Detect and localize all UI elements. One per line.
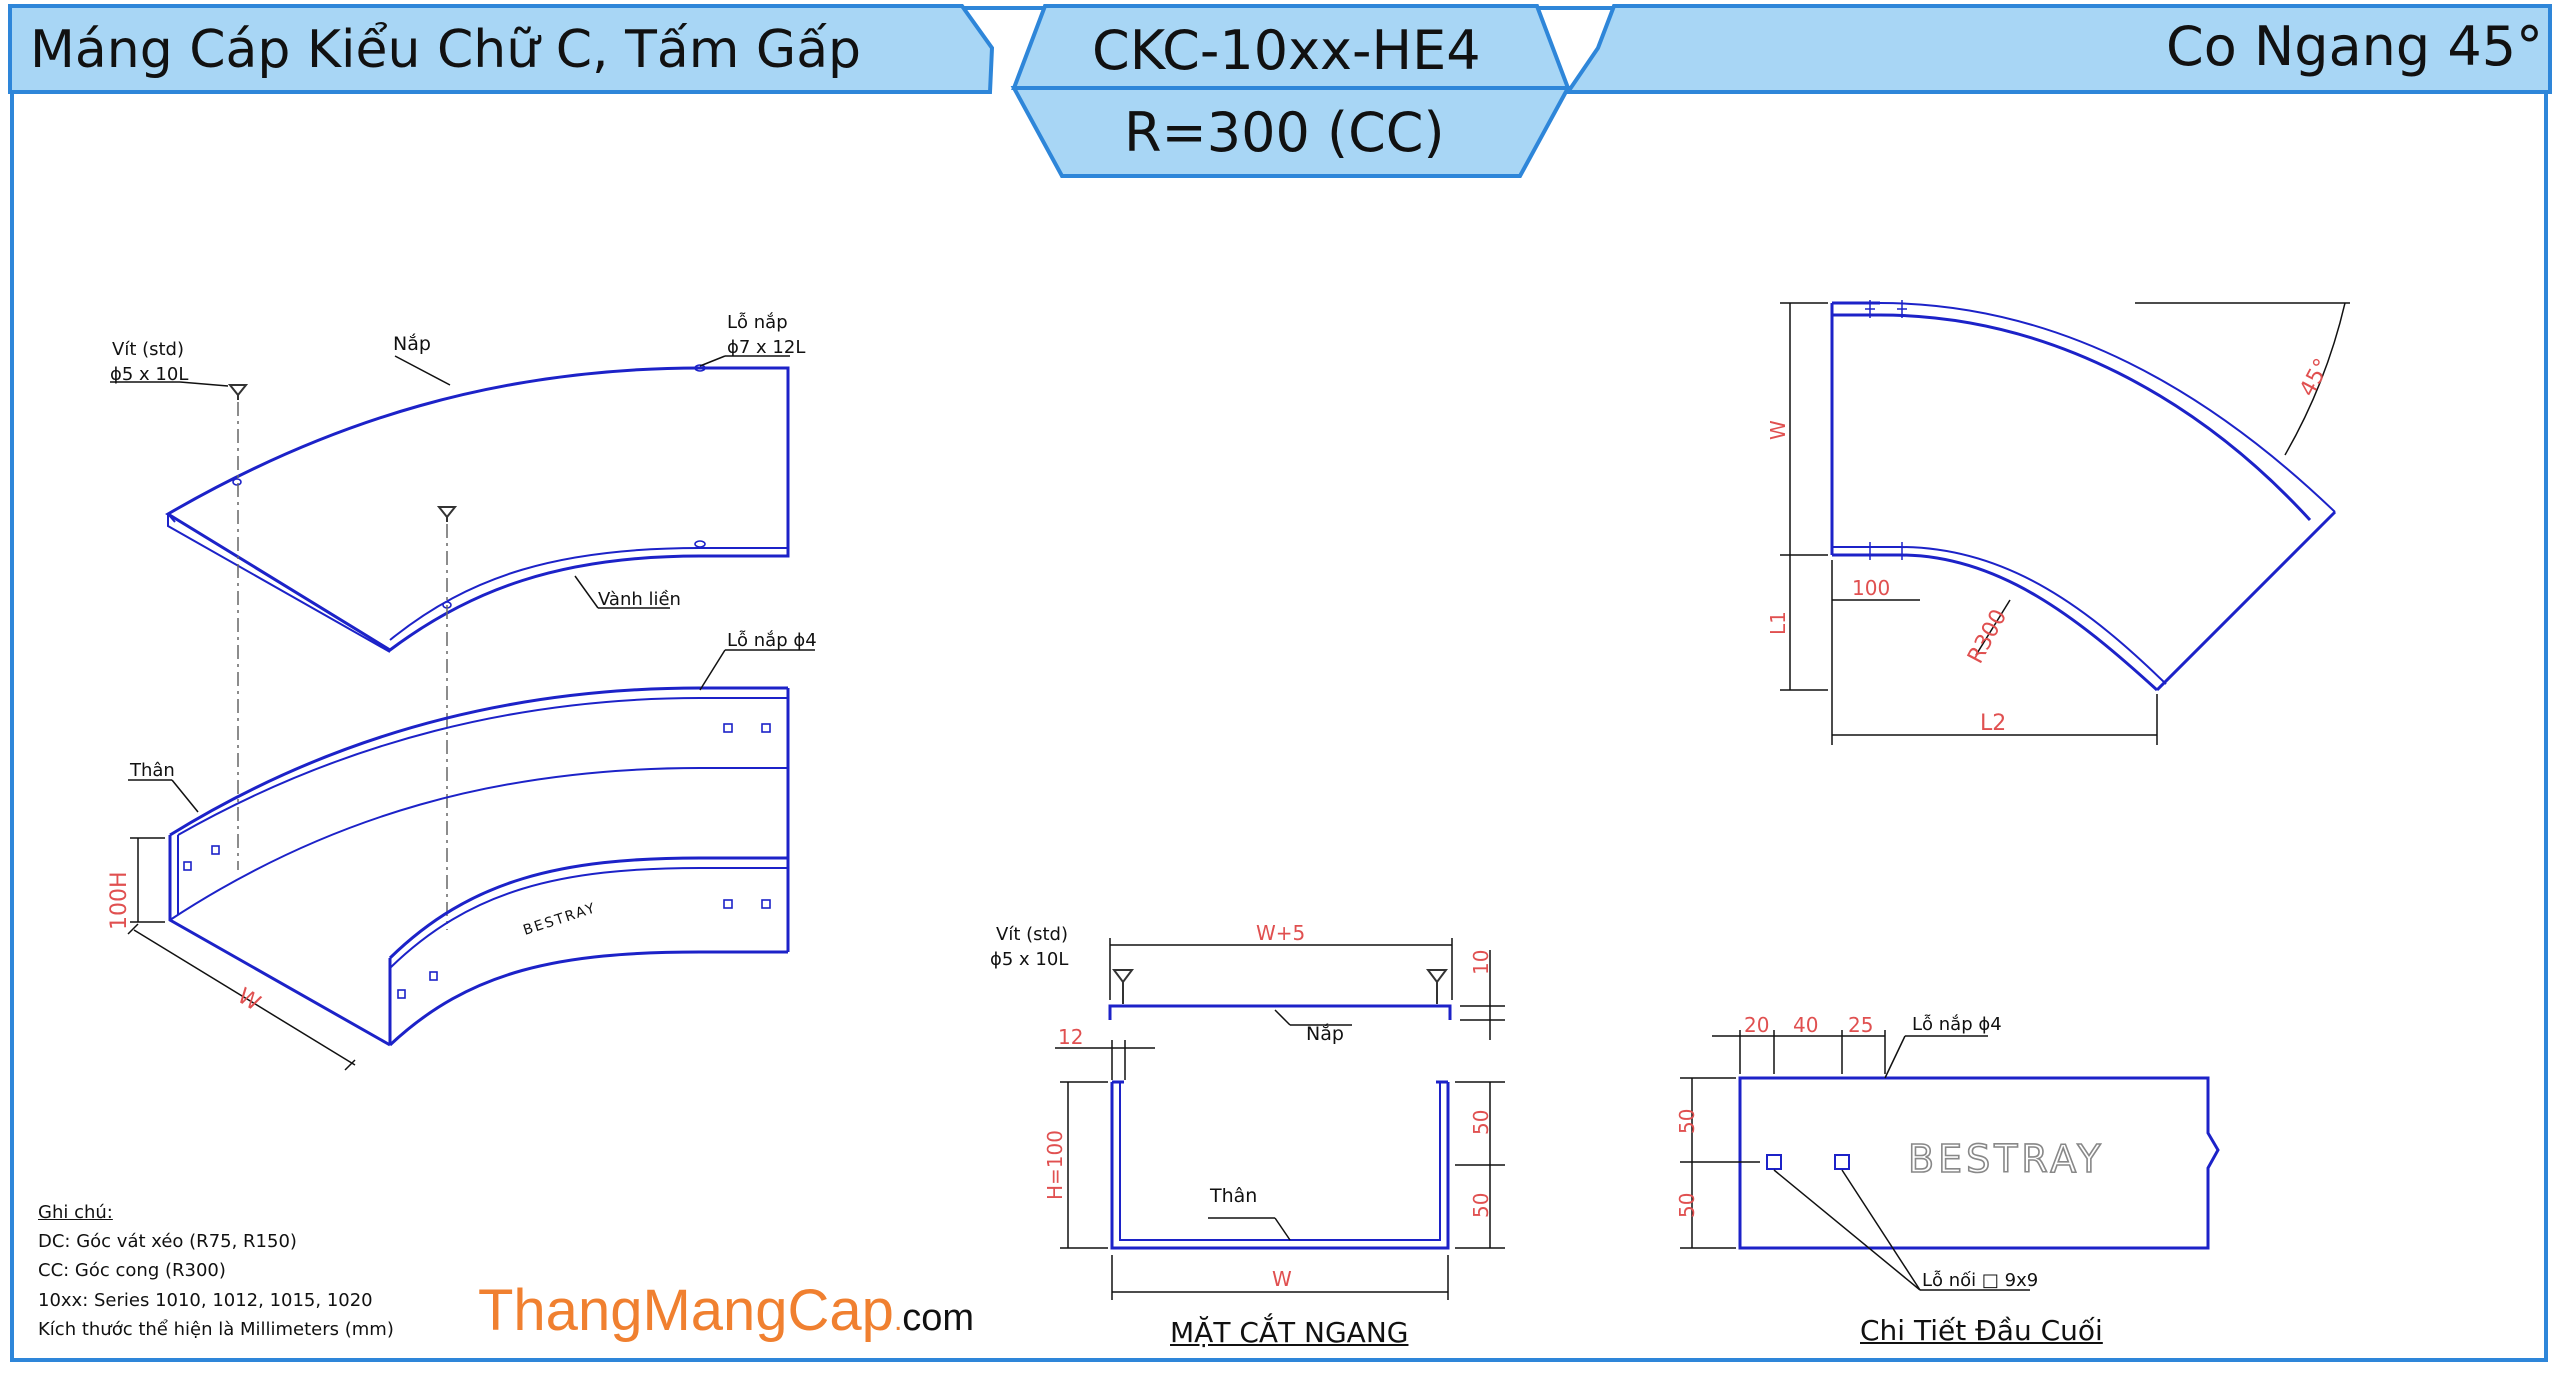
product-code: CKC-10xx-HE4 — [1092, 19, 1481, 82]
plan-w-label: W — [1766, 420, 1790, 440]
iso-cover — [165, 364, 790, 653]
end-dim-50-top: 50 — [1675, 1109, 1699, 1134]
iso-screw-label-1: Vít (std) — [112, 339, 184, 360]
section-screw-label-1: Vít (std) — [996, 924, 1068, 945]
notes-line-4: Kích thước thể hiện là Millimeters (mm) — [38, 1319, 394, 1340]
iso-cover-hole-label-2: ϕ7 x 12L — [727, 337, 805, 358]
section-lip-label: 12 — [1058, 1025, 1083, 1049]
notes-line-2: CC: Góc cong (R300) — [38, 1260, 226, 1281]
end-detail-view — [1738, 1076, 2220, 1250]
notes-heading: Ghi chú: — [38, 1202, 113, 1223]
section-lower-half-label: 50 — [1469, 1193, 1493, 1218]
section-cover-gap-label: 10 — [1469, 950, 1493, 975]
iso-cover-label: Nắp — [393, 332, 431, 355]
title-center-lower — [1010, 86, 1572, 178]
iso-screw-label-2: ϕ5 x 10L — [110, 364, 188, 385]
end-dim-40: 40 — [1793, 1013, 1818, 1037]
notes-line-1: DC: Góc vát xéo (R75, R150) — [38, 1231, 297, 1252]
title-left-box — [8, 3, 995, 94]
brand-name: ThangMangCap — [478, 1278, 894, 1343]
section-screw-icon — [1112, 969, 1448, 1004]
iso-body — [168, 686, 790, 1047]
iso-cover-hole-small-label: Lỗ nắp ϕ4 — [727, 630, 817, 651]
section-bottom-width-label: W — [1272, 1267, 1292, 1291]
iso-dimensions — [127, 837, 356, 1071]
title-right: Co Ngang 45° — [2166, 15, 2544, 78]
brand-tld: com — [902, 1297, 975, 1339]
iso-screw-icon — [227, 384, 458, 522]
plan-straight-label: 100 — [1852, 576, 1890, 600]
title-right-box — [1564, 4, 2552, 94]
plan-angle-label: 45° — [2295, 355, 2335, 401]
plan-l1-label: L1 — [1766, 611, 1790, 635]
iso-height-label: 100H — [107, 871, 132, 930]
end-dim-20: 20 — [1744, 1013, 1769, 1037]
title-bar — [8, 3, 2552, 178]
plan-l2-label: L2 — [1980, 711, 2006, 736]
end-detail-caption: Chi Tiết Đầu Cuối — [1860, 1314, 2103, 1347]
iso-leaders — [110, 355, 815, 813]
end-slot-label: Lỗ nối □ 9x9 — [1922, 1270, 2038, 1291]
section-cover-label: Nắp — [1306, 1022, 1344, 1045]
iso-cover-hole-label-1: Lỗ nắp — [727, 312, 788, 333]
section-view — [1108, 1004, 1452, 1250]
end-hole-label: Lỗ nắp ϕ4 — [1912, 1014, 2002, 1035]
iso-width-label: W — [233, 984, 265, 1017]
iso-body-label: Thân — [129, 760, 175, 781]
plan-view — [1830, 300, 2337, 692]
plan-radius-label: R300 — [1963, 606, 2012, 668]
iso-brand-mark: BESTRAY — [521, 900, 598, 939]
title-left: Máng Cáp Kiểu Chữ C, Tấm Gấp — [30, 20, 862, 80]
end-dim-25: 25 — [1848, 1013, 1873, 1037]
end-dim-50-bottom: 50 — [1675, 1193, 1699, 1218]
iso-center-lines — [237, 402, 448, 930]
end-brand-mark: BESTRAY — [1908, 1137, 2105, 1181]
section-body-label: Thân — [1209, 1185, 1257, 1207]
section-screw-label-2: ϕ5 x 10L — [990, 949, 1068, 970]
iso-rim-label: Vành liền — [598, 589, 681, 610]
plan-dimensions — [1780, 302, 2350, 745]
brand-logo: ThangMangCap.com — [478, 1282, 974, 1340]
section-upper-half-label: 50 — [1469, 1110, 1493, 1135]
brand-dot: . — [893, 1304, 903, 1337]
section-caption: MẶT CẮT NGANG — [1170, 1316, 1409, 1349]
end-dimensions — [1680, 1030, 2030, 1291]
section-dimensions — [1055, 938, 1505, 1300]
radius-spec: R=300 (CC) — [1124, 101, 1445, 164]
section-height-label: H=100 — [1043, 1130, 1067, 1200]
section-top-width-label: W+5 — [1256, 921, 1305, 945]
notes-line-3: 10xx: Series 1010, 1012, 1015, 1020 — [38, 1290, 373, 1311]
